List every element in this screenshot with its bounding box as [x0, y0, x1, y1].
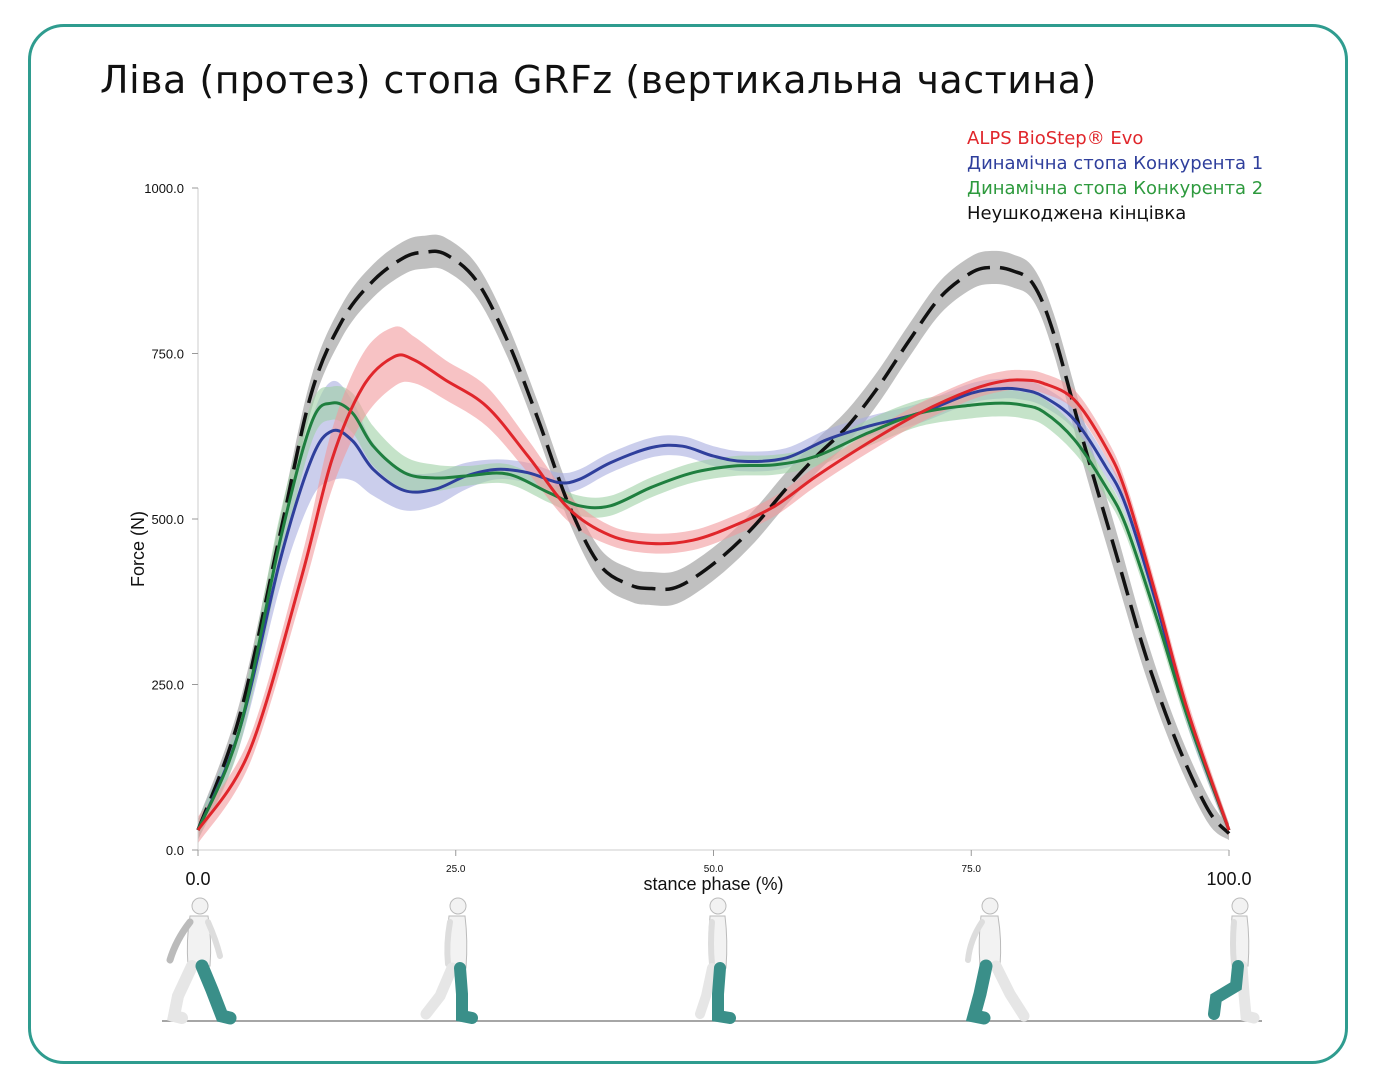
- y-tick-label: 0.0: [166, 843, 184, 858]
- x-tick-label: 50.0: [704, 864, 724, 875]
- legend: ALPS BioStep® Evo Динамічна стопа Конкур…: [967, 126, 1263, 226]
- series-line-2: [196, 401, 1231, 831]
- walking-figure-loading: [420, 897, 478, 1024]
- walking-figure-pre-swing: [1208, 897, 1260, 1024]
- y-axis-label: Force (N): [128, 511, 148, 587]
- walking-figure-mid-stance: [695, 897, 736, 1024]
- x-axis-label: stance phase (%): [643, 874, 783, 894]
- legend-entry-intact-limb: Неушкоджена кінцівка: [967, 203, 1187, 224]
- y-tick-label: 500.0: [151, 512, 184, 527]
- series-band-1: [198, 378, 1229, 841]
- series-line-3: [196, 249, 1231, 835]
- series-band-2: [198, 385, 1229, 841]
- x-tick-label: 0.0: [185, 869, 210, 889]
- walking-figure-heel-strike: [166, 897, 237, 1025]
- x-tick-label: 75.0: [962, 864, 982, 875]
- series-lines: [196, 249, 1231, 835]
- y-tick-label: 1000.0: [144, 181, 184, 196]
- walking-figure-terminal-stance: [965, 897, 1030, 1025]
- legend-entry-competitor-2: Динамічна стопа Конкурента 2: [967, 178, 1264, 199]
- axis-ticks: 0.0 250.0 500.0 750.0 1000.0 0.0 25.0 50.0 75.0 1…: [144, 181, 1251, 889]
- chart-title: Ліва (протез) стопа GRFz (вертикальна ча…: [100, 58, 1097, 102]
- series-line-0: [196, 353, 1231, 831]
- axes: [197, 188, 1229, 851]
- x-tick-label: 100.0: [1206, 869, 1251, 889]
- legend-entry-alps: ALPS BioStep® Evo: [967, 128, 1144, 149]
- y-tick-label: 750.0: [151, 347, 184, 362]
- confidence-bands: [198, 234, 1229, 844]
- y-tick-label: 250.0: [151, 678, 184, 693]
- legend-entry-competitor-1: Динамічна стопа Конкурента 1: [967, 153, 1264, 174]
- x-tick-label: 25.0: [446, 864, 466, 875]
